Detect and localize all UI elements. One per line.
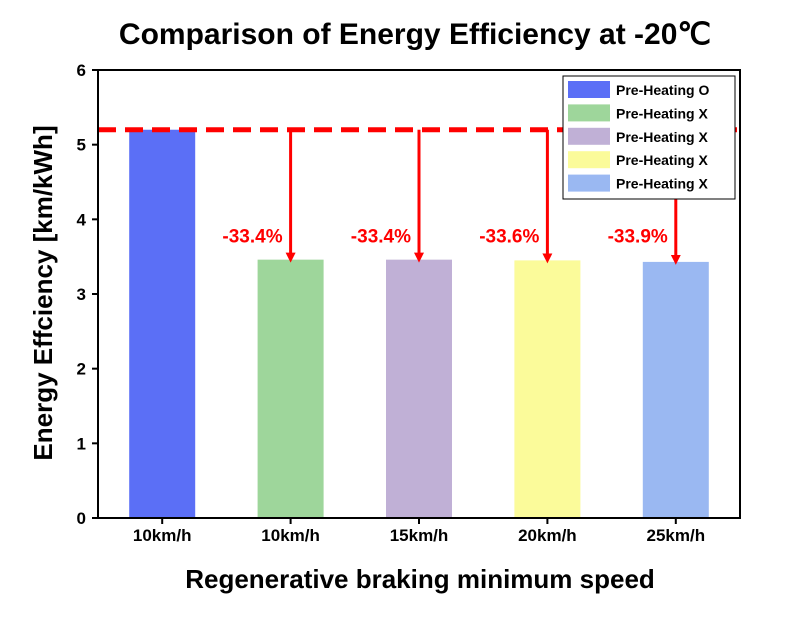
bar — [642, 261, 709, 518]
y-tick-label: 4 — [77, 210, 87, 229]
y-tick-label: 0 — [77, 509, 86, 528]
x-tick-label: 10km/h — [133, 526, 192, 545]
legend-label: Pre-Heating X — [616, 105, 708, 121]
legend-label: Pre-Heating X — [616, 152, 708, 168]
legend-label: Pre-Heating X — [616, 176, 708, 192]
reduction-label: -33.4% — [351, 227, 411, 248]
x-tick-label: 25km/h — [647, 526, 706, 545]
x-tick-label: 10km/h — [261, 526, 320, 545]
legend-label: Pre-Heating O — [616, 82, 709, 98]
y-tick-label: 3 — [77, 285, 86, 304]
chart-title: Comparison of Energy Efficiency at -20℃ — [119, 18, 711, 51]
y-axis-title: Energy Effciency [km/kWh] — [28, 125, 58, 460]
legend-swatch — [568, 127, 610, 145]
bar — [257, 259, 324, 518]
legend-swatch — [568, 81, 610, 98]
y-tick-label: 5 — [77, 136, 86, 155]
y-tick-label: 6 — [77, 61, 86, 80]
bar — [386, 259, 452, 518]
reduction-label: -33.9% — [608, 227, 668, 248]
legend: Pre-Heating O Pre-Heating X Pre-Heating X P… — [562, 75, 736, 200]
y-tick-label: 2 — [77, 360, 86, 379]
bar — [514, 260, 581, 518]
legend-swatch — [568, 104, 610, 122]
legend-swatch — [568, 174, 610, 192]
x-axis-title: Regenerative braking minimum speed — [185, 564, 655, 594]
legend-swatch — [568, 151, 610, 169]
reduction-label: -33.6% — [479, 227, 539, 248]
x-tick-label: 15km/h — [390, 526, 449, 545]
bar — [129, 129, 196, 518]
x-tick-label: 20km/h — [518, 526, 577, 545]
y-tick-label: 1 — [77, 434, 86, 453]
reduction-label: -33.4% — [222, 227, 282, 248]
legend-label: Pre-Heating X — [616, 129, 708, 145]
plot-area: 0 1 2 3 4 5 6 10km/h 10km/h 15km/h 20km/h 25km/h -33… — [77, 61, 740, 545]
plot-frame — [97, 69, 741, 519]
